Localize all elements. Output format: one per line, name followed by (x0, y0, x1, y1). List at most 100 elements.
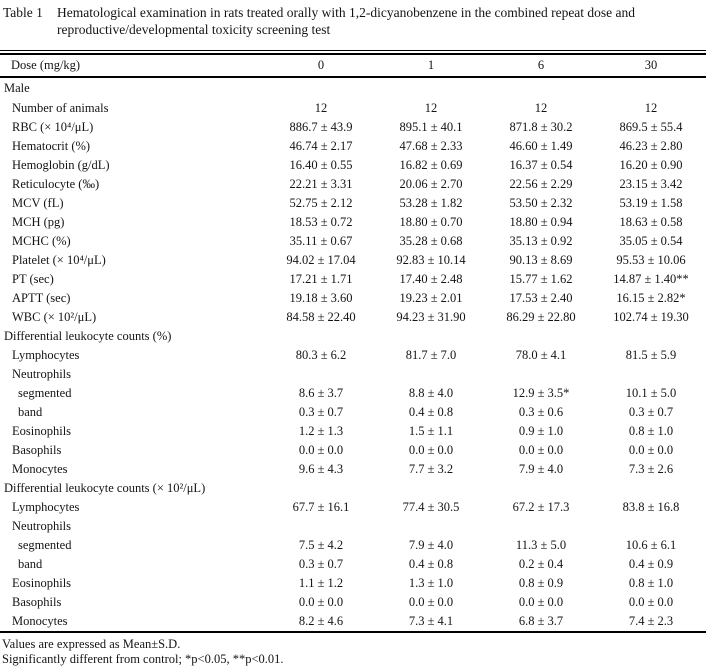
row-label: APTT (sec) (12, 291, 71, 305)
table-row: Monocytes 9.6 ± 4.3 7.7 ± 3.2 7.9 ± 4.0 7.3 … (0, 460, 706, 479)
cell-value: 95.53 ± 10.06 (616, 253, 686, 267)
cell-value: 0.0 ± 0.0 (628, 595, 674, 609)
table-row: band 0.3 ± 0.7 0.4 ± 0.8 0.3 ± 0.6 0.3 ± 0.7 (0, 403, 706, 422)
table-row: Platelet (× 10⁴/μL) 94.02 ± 17.04 92.83 ± … (0, 251, 706, 270)
cell-value (266, 517, 376, 536)
cell-value (376, 517, 486, 536)
cell-value: 0.4 ± 0.8 (408, 557, 454, 571)
row-label: Basophils (12, 443, 62, 457)
cell-value: 22.56 ± 2.29 (509, 177, 573, 191)
row-label: Neutrophils (12, 519, 72, 533)
cell-value: 18.80 ± 0.70 (399, 215, 463, 229)
cell-value: 17.53 ± 2.40 (509, 291, 573, 305)
cell-value: 17.21 ± 1.71 (289, 272, 353, 286)
table-number-label: Table 1 (3, 5, 43, 20)
cell-value: 10.1 ± 5.0 (625, 386, 677, 400)
table-row: band 0.3 ± 0.7 0.4 ± 0.8 0.2 ± 0.4 0.4 ± 0.9 (0, 555, 706, 574)
cell-value: 81.7 ± 7.0 (405, 348, 457, 362)
row-label: MCHC (%) (12, 234, 71, 248)
dose-label: Dose (mg/kg) (0, 55, 266, 78)
cell-value: 10.6 ± 6.1 (625, 538, 677, 552)
cell-value: 35.05 ± 0.54 (619, 234, 683, 248)
table-row: PT (sec) 17.21 ± 1.71 17.40 ± 2.48 15.77 ± … (0, 270, 706, 289)
table-row: Hemoglobin (g/dL) 16.40 ± 0.55 16.82 ± 0.6… (0, 156, 706, 175)
table-row: Number of animals 12 12 12 12 (0, 99, 706, 118)
footnote-significance: Significantly different from control; *p… (2, 651, 284, 666)
cell-value: 46.60 ± 1.49 (509, 139, 573, 153)
cell-value: 86.29 ± 22.80 (506, 310, 576, 324)
cell-value: 16.37 ± 0.54 (509, 158, 573, 172)
cell-value: 0.8 ± 1.0 (628, 424, 674, 438)
dose-column-header: 1 (376, 55, 486, 78)
cell-value (486, 77, 596, 99)
cell-value: 12 (644, 101, 658, 115)
cell-value: 22.21 ± 3.31 (289, 177, 353, 191)
cell-value: 80.3 ± 6.2 (295, 348, 347, 362)
cell-value: 7.9 ± 4.0 (518, 462, 564, 476)
cell-value: 92.83 ± 10.14 (396, 253, 466, 267)
cell-value: 0.3 ± 0.7 (298, 405, 344, 419)
cell-value (596, 77, 706, 99)
row-label: Differential leukocyte counts (× 10²/μL) (4, 481, 206, 495)
cell-value (486, 479, 596, 498)
cell-value: 18.80 ± 0.94 (509, 215, 573, 229)
cell-value: 12 (534, 101, 548, 115)
row-label: band (18, 405, 43, 419)
cell-value: 17.40 ± 2.48 (399, 272, 463, 286)
cell-value: 7.5 ± 4.2 (298, 538, 344, 552)
cell-value: 94.02 ± 17.04 (286, 253, 356, 267)
row-label: Monocytes (12, 614, 68, 628)
cell-value: 0.3 ± 0.7 (298, 557, 344, 571)
cell-value (596, 365, 706, 384)
cell-value: 15.77 ± 1.62 (509, 272, 573, 286)
cell-value: 94.23 ± 31.90 (396, 310, 466, 324)
cell-value: 0.0 ± 0.0 (408, 443, 454, 457)
row-label: Monocytes (12, 462, 68, 476)
cell-value: 12.9 ± 3.5* (512, 386, 570, 400)
table-row: MCV (fL) 52.75 ± 2.12 53.28 ± 1.82 53.50 ± … (0, 194, 706, 213)
table-row: RBC (× 10⁴/μL) 886.7 ± 43.9 895.1 ± 40.1 87… (0, 118, 706, 137)
cell-value (376, 327, 486, 346)
table-title: Table 1 Hematological examination in rat… (0, 3, 706, 47)
cell-value: 0.0 ± 0.0 (518, 595, 564, 609)
row-label: Reticulocyte (‰) (12, 177, 100, 191)
dose-column-header: 30 (596, 55, 706, 78)
table-row: Monocytes 8.2 ± 4.6 7.3 ± 4.1 6.8 ± 3.7 7.4 … (0, 612, 706, 631)
table-row: Hematocrit (%) 46.74 ± 2.17 47.68 ± 2.33 46… (0, 137, 706, 156)
cell-value: 0.4 ± 0.8 (408, 405, 454, 419)
cell-value: 869.5 ± 55.4 (619, 120, 683, 134)
cell-value: 53.50 ± 2.32 (509, 196, 573, 210)
table-row: Neutrophils (0, 517, 706, 536)
row-label: WBC (× 10²/μL) (12, 310, 97, 324)
cell-value: 0.3 ± 0.6 (518, 405, 564, 419)
cell-value (486, 517, 596, 536)
table-row: Lymphocytes 67.7 ± 16.1 77.4 ± 30.5 67.2 ± … (0, 498, 706, 517)
cell-value: 886.7 ± 43.9 (289, 120, 353, 134)
cell-value: 78.0 ± 4.1 (515, 348, 567, 362)
dose-header-row: Dose (mg/kg) 0 1 6 30 (0, 55, 706, 78)
cell-value: 16.15 ± 2.82* (616, 291, 686, 305)
cell-value (376, 479, 486, 498)
cell-value (486, 327, 596, 346)
cell-value (376, 77, 486, 99)
table-row: Basophils 0.0 ± 0.0 0.0 ± 0.0 0.0 ± 0.0 0.0 … (0, 593, 706, 612)
table-row: Lymphocytes 80.3 ± 6.2 81.7 ± 7.0 78.0 ± 4.… (0, 346, 706, 365)
cell-value: 8.8 ± 4.0 (408, 386, 454, 400)
row-label: Differential leukocyte counts (%) (4, 329, 172, 343)
row-label: Lymphocytes (12, 500, 80, 514)
row-label: Lymphocytes (12, 348, 80, 362)
row-label: Basophils (12, 595, 62, 609)
cell-value (596, 479, 706, 498)
table-row: segmented 7.5 ± 4.2 7.9 ± 4.0 11.3 ± 5.0 10.… (0, 536, 706, 555)
dose-column-header: 0 (266, 55, 376, 78)
cell-value: 0.0 ± 0.0 (298, 595, 344, 609)
row-label: MCH (pg) (12, 215, 65, 229)
cell-value: 0.2 ± 0.4 (518, 557, 564, 571)
cell-value: 7.3 ± 4.1 (408, 614, 454, 628)
cell-value: 0.3 ± 0.7 (628, 405, 674, 419)
cell-value (376, 365, 486, 384)
cell-value: 35.11 ± 0.67 (289, 234, 353, 248)
cell-value: 19.18 ± 3.60 (289, 291, 353, 305)
cell-value: 1.5 ± 1.1 (408, 424, 454, 438)
cell-value: 53.28 ± 1.82 (399, 196, 463, 210)
